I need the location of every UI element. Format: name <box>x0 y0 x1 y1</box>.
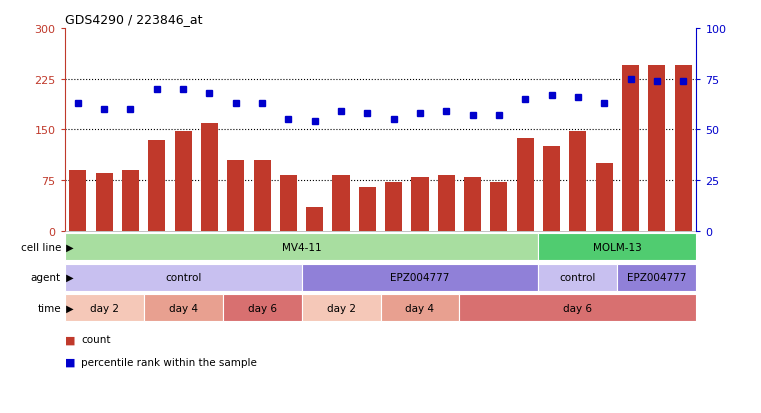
Bar <box>333 176 349 231</box>
Text: control: control <box>165 273 202 282</box>
Text: day 6: day 6 <box>247 303 276 313</box>
Bar <box>622 66 639 231</box>
Bar <box>412 177 428 231</box>
Bar <box>280 176 297 231</box>
Text: ▶: ▶ <box>63 242 74 252</box>
Text: cell line: cell line <box>21 242 61 252</box>
Bar <box>301 264 539 291</box>
Text: EPZ004777: EPZ004777 <box>390 273 450 282</box>
Text: EPZ004777: EPZ004777 <box>627 273 686 282</box>
Text: ■: ■ <box>65 335 75 344</box>
Bar <box>648 66 665 231</box>
Bar <box>306 208 323 231</box>
Bar <box>380 295 460 321</box>
Bar <box>464 177 481 231</box>
Bar <box>517 138 533 231</box>
Bar <box>69 171 87 231</box>
Text: day 6: day 6 <box>563 303 592 313</box>
Text: day 2: day 2 <box>326 303 355 313</box>
Bar <box>539 234 696 260</box>
Text: control: control <box>559 273 596 282</box>
Bar <box>122 171 139 231</box>
Bar <box>201 123 218 231</box>
Bar <box>358 188 376 231</box>
Bar <box>144 295 223 321</box>
Bar <box>253 160 271 231</box>
Bar <box>228 160 244 231</box>
Text: GDS4290 / 223846_at: GDS4290 / 223846_at <box>65 13 202 26</box>
Bar <box>174 131 192 231</box>
Bar <box>543 147 560 231</box>
Bar <box>674 66 692 231</box>
Bar <box>148 140 165 231</box>
Text: day 2: day 2 <box>90 303 119 313</box>
Text: day 4: day 4 <box>406 303 435 313</box>
Text: agent: agent <box>30 273 61 282</box>
Bar <box>438 175 455 231</box>
Bar <box>617 264 696 291</box>
Bar <box>65 295 144 321</box>
Text: percentile rank within the sample: percentile rank within the sample <box>81 357 257 367</box>
Text: ▶: ▶ <box>63 303 74 313</box>
Bar <box>96 174 113 231</box>
Text: count: count <box>81 335 111 344</box>
Text: ▶: ▶ <box>63 273 74 282</box>
Text: ■: ■ <box>65 357 75 367</box>
Bar <box>65 264 301 291</box>
Text: time: time <box>37 303 61 313</box>
Bar <box>460 295 696 321</box>
Text: day 4: day 4 <box>169 303 198 313</box>
Bar <box>539 264 617 291</box>
Bar <box>490 183 508 231</box>
Bar <box>65 234 539 260</box>
Bar <box>301 295 380 321</box>
Bar <box>569 131 587 231</box>
Text: MV4-11: MV4-11 <box>282 242 321 252</box>
Text: MOLM-13: MOLM-13 <box>593 242 642 252</box>
Bar <box>223 295 301 321</box>
Bar <box>385 183 403 231</box>
Bar <box>596 164 613 231</box>
